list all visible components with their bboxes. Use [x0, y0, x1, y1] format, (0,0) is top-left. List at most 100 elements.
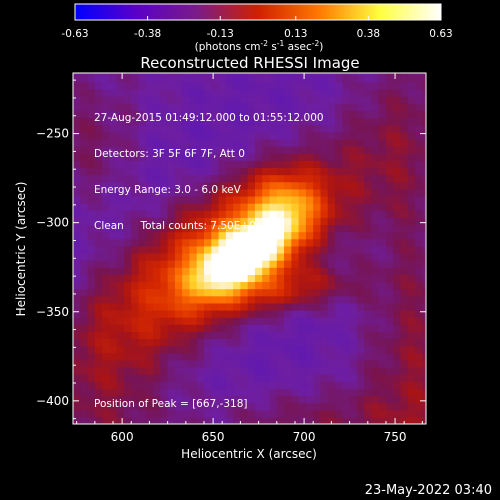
- heatmap-cell: [167, 224, 176, 233]
- heatmap-cell: [269, 110, 278, 119]
- heatmap-cell: [116, 324, 125, 332]
- heatmap-cell: [378, 245, 387, 254]
- heatmap-cell: [153, 153, 161, 161]
- heatmap-cell: [182, 366, 191, 375]
- heatmap-cell: [240, 89, 249, 97]
- heatmap-cell: [94, 331, 103, 340]
- heatmap-cell: [167, 352, 176, 361]
- heatmap-cell: [167, 174, 176, 183]
- heatmap-cell: [284, 345, 292, 354]
- heatmap-cell: [160, 195, 169, 204]
- heatmap-cell: [313, 252, 322, 261]
- heatmap-cell: [167, 402, 176, 411]
- heatmap-cell: [291, 160, 300, 169]
- heatmap-cell: [189, 388, 198, 397]
- heatmap-cell: [291, 317, 300, 325]
- heatmap-cell: [378, 117, 387, 126]
- heatmap-cell: [291, 309, 300, 318]
- heatmap-cell: [138, 195, 147, 204]
- heatmap-cell: [167, 359, 176, 368]
- heatmap-cell: [400, 338, 409, 347]
- units-superscript: -2: [261, 39, 269, 48]
- heatmap-cell: [189, 317, 198, 325]
- heatmap-cell: [378, 374, 387, 382]
- heatmap-cell: [102, 395, 110, 404]
- heatmap-cell: [80, 81, 89, 90]
- heatmap-cell: [335, 324, 343, 332]
- heatmap-cell: [196, 388, 205, 397]
- heatmap-cell: [218, 167, 227, 176]
- heatmap-cell: [73, 131, 81, 140]
- heatmap-cell: [145, 260, 154, 268]
- heatmap-cell: [167, 131, 176, 140]
- heatmap-cell: [385, 338, 394, 347]
- heatmap-cell: [218, 231, 227, 240]
- heatmap-cell: [276, 188, 285, 197]
- heatmap-cell: [284, 381, 292, 389]
- heatmap-cell: [335, 110, 343, 119]
- heatmap-cell: [80, 295, 89, 304]
- heatmap-cell: [80, 89, 89, 97]
- heatmap-cell: [73, 110, 81, 119]
- heatmap-cell: [196, 188, 205, 197]
- heatmap-cell: [276, 146, 285, 154]
- heatmap-cell: [109, 210, 118, 218]
- heatmap-cell: [276, 352, 285, 361]
- heatmap-cell: [225, 124, 234, 133]
- heatmap-cell: [204, 416, 212, 424]
- heatmap-cell: [385, 245, 394, 254]
- heatmap-cell: [349, 409, 358, 418]
- heatmap-cell: [320, 288, 329, 297]
- heatmap-cell: [189, 89, 198, 97]
- heatmap-cell: [305, 302, 314, 311]
- heatmap-cell: [291, 238, 300, 247]
- heatmap-cell: [364, 324, 373, 332]
- heatmap-cell: [167, 117, 176, 126]
- colorbar-gradient: [74, 3, 442, 21]
- heatmap-cell: [87, 402, 96, 411]
- heatmap-cell: [356, 317, 365, 325]
- heatmap-cell: [364, 274, 373, 283]
- heatmap-cell: [378, 309, 387, 318]
- heatmap-cell: [218, 395, 227, 404]
- heatmap-cell: [349, 252, 358, 261]
- heatmap-cell: [356, 331, 365, 340]
- heatmap-cell: [335, 74, 343, 83]
- heatmap-cell: [254, 167, 263, 176]
- heatmap-cell: [254, 138, 263, 147]
- heatmap-cell: [349, 103, 358, 112]
- heatmap-cell: [422, 81, 426, 90]
- heatmap-cell: [356, 160, 365, 169]
- heatmap-cell: [364, 110, 373, 119]
- heatmap-cell: [218, 153, 227, 161]
- heatmap-cell: [349, 381, 358, 389]
- heatmap-cell: [196, 281, 205, 290]
- heatmap-cell: [167, 210, 176, 218]
- heatmap-cell: [94, 267, 103, 275]
- colorbar-tick-label: 0.13: [284, 28, 307, 40]
- heatmap-cell: [327, 231, 336, 240]
- heatmap-cell: [160, 388, 169, 397]
- heatmap-cell: [211, 352, 220, 361]
- heatmap-cell: [102, 359, 110, 368]
- heatmap-cell: [167, 295, 176, 304]
- heatmap-cell: [153, 210, 161, 218]
- heatmap-cell: [131, 146, 140, 154]
- heatmap-cell: [123, 245, 132, 254]
- heatmap-cell: [73, 267, 81, 275]
- heatmap-cell: [407, 324, 416, 332]
- heatmap-cell: [284, 117, 292, 126]
- heatmap-cell: [116, 231, 125, 240]
- heatmap-cell: [160, 359, 169, 368]
- heatmap-cell: [284, 131, 292, 140]
- heatmap-cell: [153, 146, 161, 154]
- heatmap-cell: [123, 345, 132, 354]
- heatmap-cell: [415, 252, 423, 261]
- heatmap-cell: [305, 288, 314, 297]
- heatmap-cell: [211, 366, 220, 375]
- heatmap-cell: [182, 181, 191, 190]
- heatmap-cell: [73, 231, 81, 240]
- heatmap-cell: [160, 210, 169, 218]
- heatmap-cell: [211, 260, 220, 268]
- heatmap-cell: [87, 74, 96, 83]
